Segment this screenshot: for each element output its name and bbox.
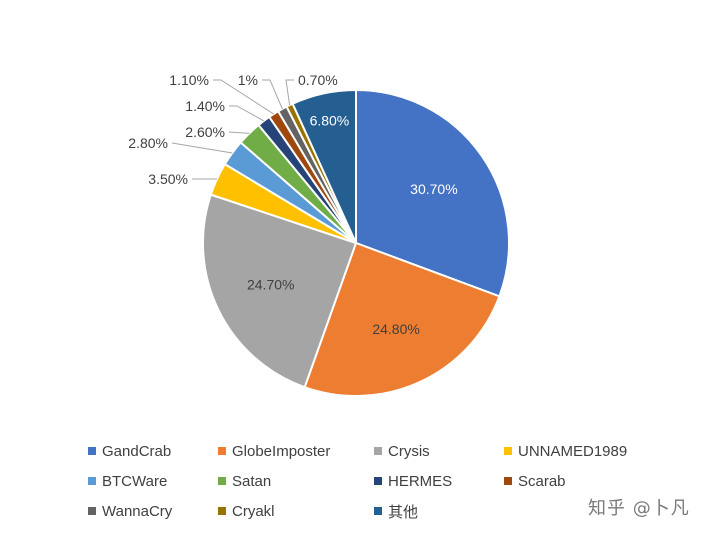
data-label: 3.50% — [148, 171, 188, 187]
legend-swatch — [504, 447, 512, 455]
data-label: 2.60% — [185, 124, 225, 140]
legend-label: Crysis — [388, 442, 430, 460]
pie-slice-gandcrab — [355, 88, 510, 298]
legend-item: UNNAMED1989 — [504, 443, 654, 460]
watermark: 知乎 @卜凡 — [588, 498, 690, 519]
legend-swatch — [374, 477, 382, 485]
leader-line — [285, 79, 294, 106]
legend-item: HERMES — [374, 473, 504, 490]
legend-swatch — [374, 507, 382, 515]
data-label: 1% — [238, 72, 258, 88]
legend-label: GandCrab — [102, 442, 172, 460]
legend-row: GandCrab GlobeImposter Crysis UNNAMED1989 — [88, 436, 688, 466]
legend-label: 其他 — [388, 503, 419, 521]
data-label: 0.70% — [298, 72, 338, 88]
legend-label: GlobeImposter — [232, 442, 331, 460]
legend-item: Cryakl — [218, 503, 374, 520]
leader-line — [228, 131, 250, 134]
data-label: 24.70% — [247, 277, 294, 293]
leader-line — [213, 79, 274, 115]
legend-item: Satan — [218, 473, 374, 490]
pie-slice-crysis — [202, 193, 358, 389]
legend-row: WannaCry Cryakl 其他 — [88, 496, 688, 526]
pie-slice-globeimposter — [303, 241, 501, 397]
leader-line — [229, 105, 265, 122]
legend-swatch — [88, 447, 96, 455]
legend-label: Satan — [232, 472, 272, 490]
legend-item: Scarab — [504, 473, 654, 490]
legend-swatch — [88, 507, 96, 515]
leader-line — [171, 142, 233, 154]
data-label: 30.70% — [410, 181, 457, 197]
legend-swatch — [88, 477, 96, 485]
legend-swatch — [218, 477, 226, 485]
legend-label: Scarab — [518, 472, 566, 490]
leader-line — [262, 79, 283, 110]
legend-label: BTCWare — [102, 472, 168, 490]
data-label: 6.80% — [310, 112, 350, 128]
legend-item: BTCWare — [88, 473, 218, 490]
legend-item: Crysis — [374, 443, 504, 460]
legend: GandCrab GlobeImposter Crysis UNNAMED1989 BT… — [88, 436, 688, 526]
data-label: 1.10% — [169, 72, 209, 88]
legend-item: GandCrab — [88, 443, 218, 460]
legend-swatch — [218, 507, 226, 515]
legend-item: 其他 — [374, 501, 504, 522]
pie-slice-其他 — [291, 88, 357, 244]
legend-item: GlobeImposter — [218, 443, 374, 460]
legend-label: UNNAMED1989 — [518, 442, 628, 460]
legend-item: WannaCry — [88, 503, 218, 520]
legend-swatch — [218, 447, 226, 455]
data-label: 1.40% — [185, 98, 225, 114]
data-label: 24.80% — [372, 321, 419, 337]
legend-swatch — [504, 477, 512, 485]
data-label: 2.80% — [128, 135, 168, 151]
legend-label: WannaCry — [102, 502, 173, 520]
legend-swatch — [374, 447, 382, 455]
legend-label: HERMES — [388, 472, 453, 490]
legend-row: BTCWare Satan HERMES Scarab — [88, 466, 688, 496]
legend-label: Cryakl — [232, 502, 275, 520]
